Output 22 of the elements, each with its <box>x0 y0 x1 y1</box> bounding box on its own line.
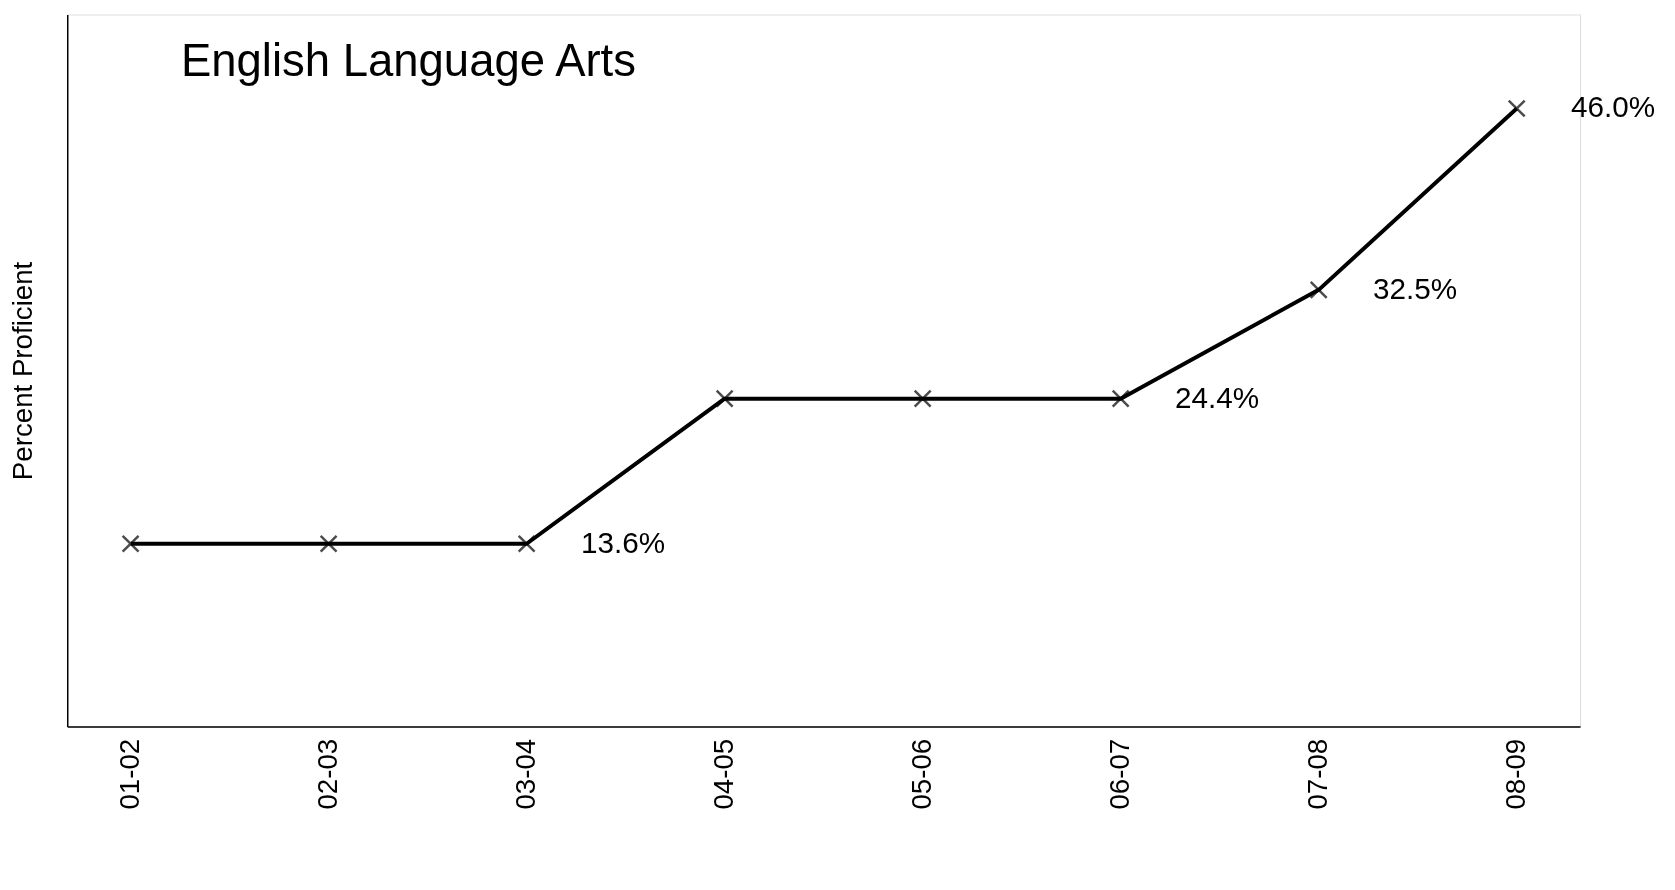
point <box>715 389 734 408</box>
text: English Language Arts <box>180 34 636 86</box>
point <box>1309 280 1328 300</box>
x-tick-label: 01-02 <box>114 738 146 810</box>
x-tick-label: 02-03 <box>312 738 344 810</box>
x-tick-label: 08-09 <box>1500 738 1532 810</box>
data-label: 46.0% <box>1571 90 1656 124</box>
x-tick-label: 05-06 <box>906 738 938 810</box>
point <box>121 534 140 553</box>
x-tick-label: 06-07 <box>1104 738 1136 810</box>
x-tick-label: 03-04 <box>510 738 542 810</box>
y-axis-title: Percent Proficient <box>7 261 39 481</box>
data-label: 32.5% <box>1373 271 1458 305</box>
x-tick-label: 07-08 <box>1302 738 1334 810</box>
data-label: 13.6% <box>581 525 666 559</box>
point <box>319 534 338 553</box>
point <box>1507 99 1526 118</box>
data-label: 24.4% <box>1175 380 1260 414</box>
point <box>913 389 932 408</box>
point <box>517 534 536 553</box>
point <box>1111 389 1130 408</box>
x-tick-label: 04-05 <box>708 738 740 810</box>
